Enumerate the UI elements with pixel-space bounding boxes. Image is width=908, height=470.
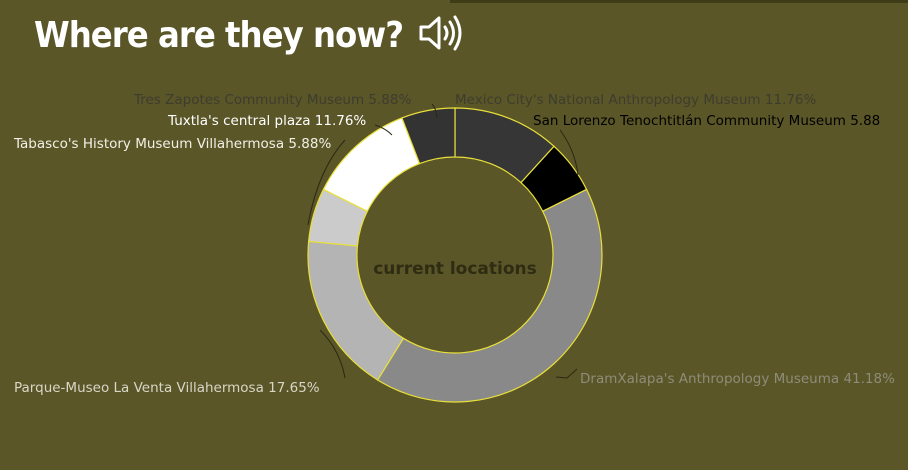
label-leader-line xyxy=(555,368,578,379)
slice-label: DramXalapa's Anthropology Museuma 41.18% xyxy=(580,371,895,387)
top-divider xyxy=(450,0,908,3)
label-leader-line xyxy=(307,139,346,226)
slice-label: Tabasco's History Museum Villahermosa 5.… xyxy=(13,136,331,152)
label-leader-line xyxy=(559,129,579,176)
donut-slice[interactable] xyxy=(401,107,456,165)
slice-label: Parque-Museo La Venta Villahermosa 17.65… xyxy=(14,380,320,396)
donut-slice[interactable] xyxy=(322,117,421,213)
center-label: current locations xyxy=(373,259,537,279)
label-leader-line xyxy=(431,103,438,119)
slice-label: San Lorenzo Tenochtitlán Community Museu… xyxy=(533,113,880,129)
label-leader-line xyxy=(374,124,393,136)
speaker-sound-icon[interactable] xyxy=(403,12,467,58)
label-leader-line xyxy=(319,329,346,379)
page-title: Where are they now? xyxy=(34,14,404,56)
slice-label: Tres Zapotes Community Museum 5.88% xyxy=(133,92,411,108)
header: Where are they now? xyxy=(34,12,467,58)
slice-label: Mexico City's National Anthropology Muse… xyxy=(455,92,817,108)
donut-slice[interactable] xyxy=(376,188,603,403)
slice-label: Tuxtla's central plaza 11.76% xyxy=(167,113,366,129)
